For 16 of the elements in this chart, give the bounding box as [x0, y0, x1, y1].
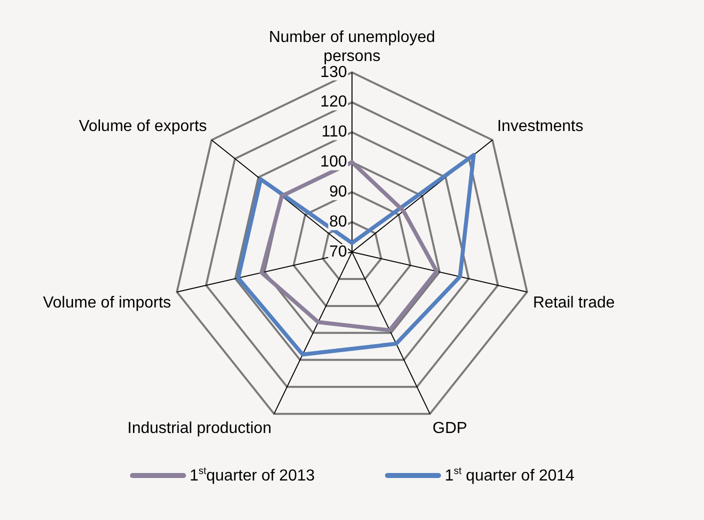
spoke-label: Volume of exports	[78, 118, 207, 136]
y-tick-label: 90	[329, 184, 348, 201]
spoke-label: Industrial production	[127, 420, 272, 438]
y-tick-label: 110	[321, 124, 348, 141]
y-tick-label: 70	[329, 243, 348, 260]
spoke-label: Retail trade	[532, 294, 615, 312]
y-tick-label: 120	[320, 94, 348, 111]
y-tick-label: 130	[320, 64, 348, 81]
spoke-label: GDP	[432, 420, 468, 438]
legend-label: 1$^{st}$ quarter of 2014	[444, 466, 574, 486]
spoke-label: Volume of imports	[42, 294, 172, 312]
y-tick-label: 80	[329, 213, 348, 230]
legend-label: 1$^{st}$quarter of 2013	[190, 466, 315, 486]
spoke-label: Investments	[497, 118, 584, 136]
spoke-label: Number of unemployed persons	[268, 29, 436, 66]
y-tick-label: 100	[320, 154, 348, 171]
